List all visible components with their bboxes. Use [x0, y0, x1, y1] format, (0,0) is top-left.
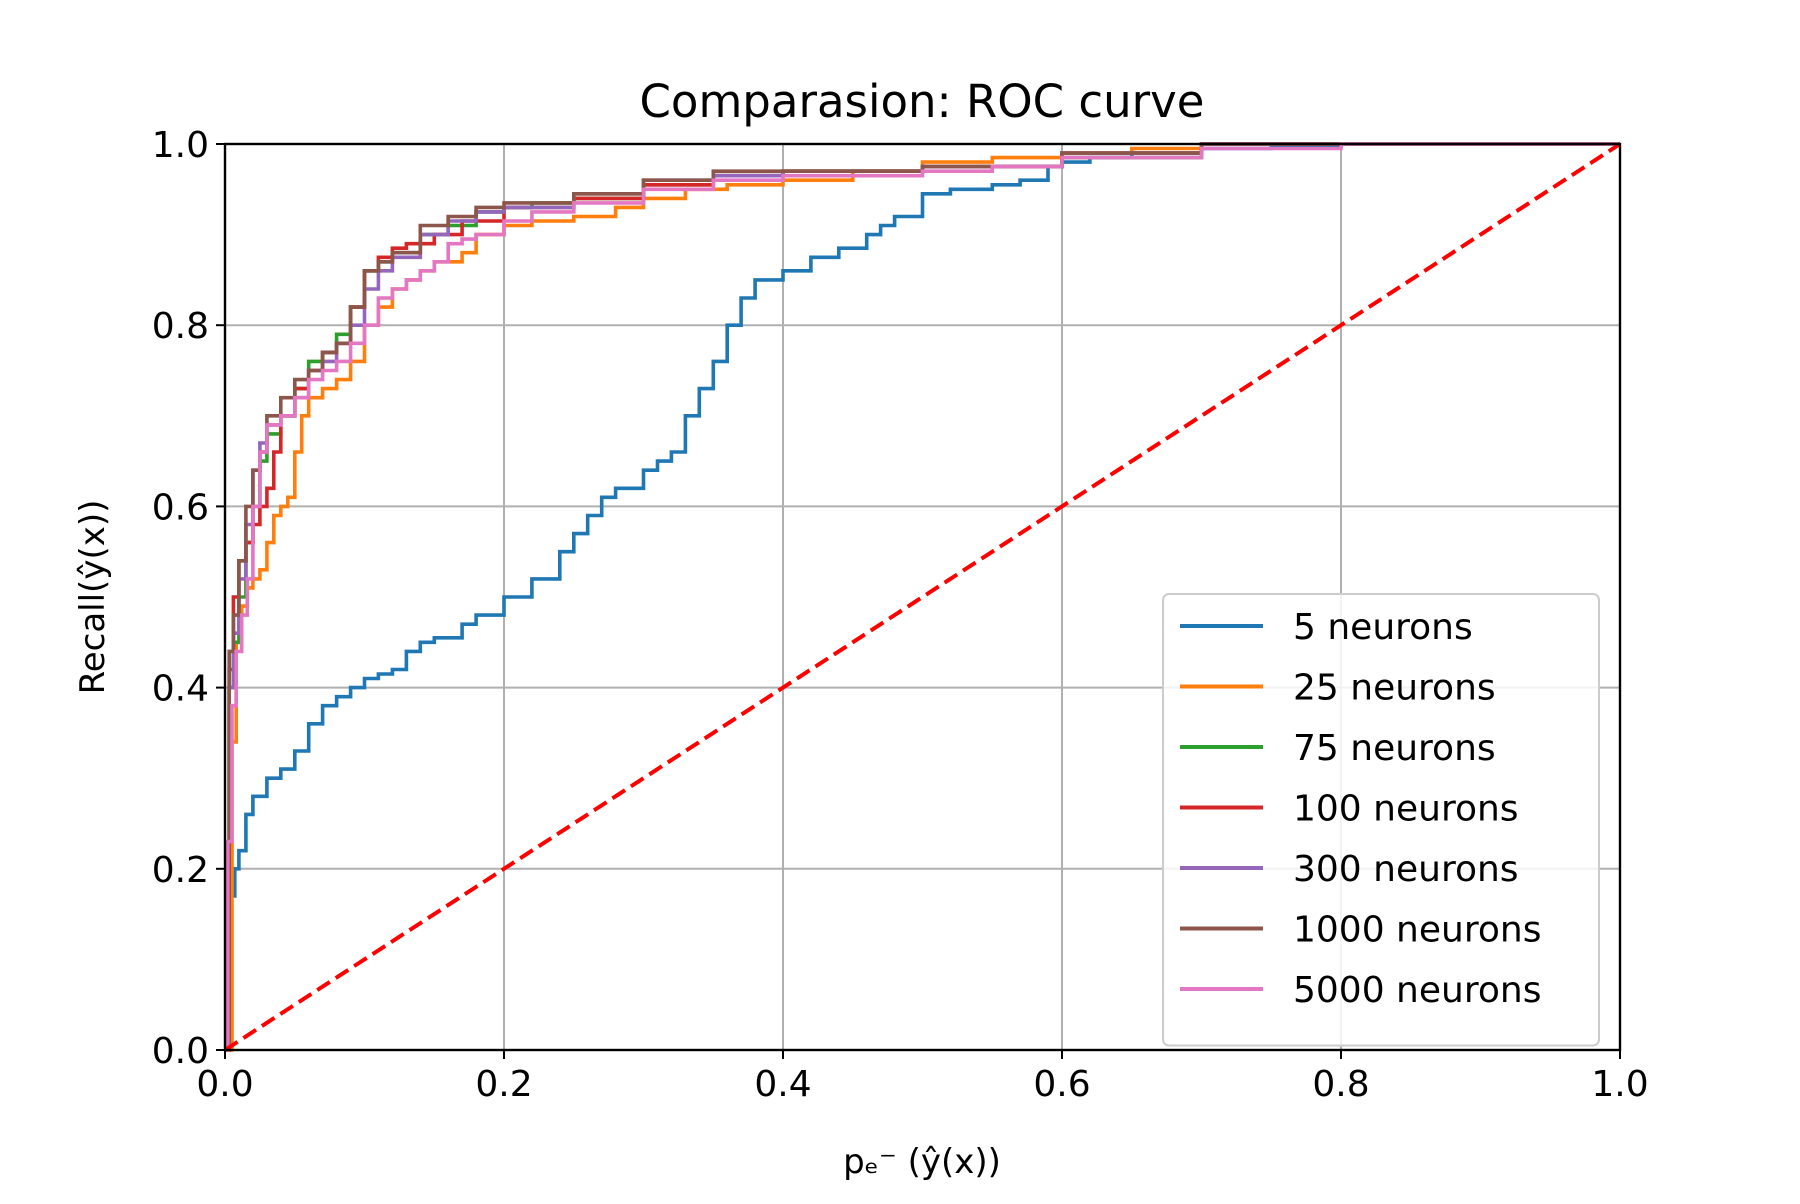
legend-label: 300 neurons — [1293, 849, 1519, 890]
reference-diagonal-line — [223, 142, 1622, 1052]
y-tick-label: 0.6 — [152, 487, 209, 528]
legend-label: 75 neurons — [1293, 728, 1496, 769]
axis-ticks: 0.0 0.2 0.4 0.6 0.8 1.0 0.0 0.2 0.4 0.6 0.8 1.0 — [152, 125, 1649, 1105]
x-tick-label: 0.4 — [754, 1064, 811, 1105]
plot-frame — [223, 142, 1622, 1052]
legend: 5 neurons 25 neurons 75 neurons 100 neurons… — [1162, 593, 1600, 1047]
series-lines — [223, 142, 1622, 1052]
series-line-7 — [225, 142, 1620, 1052]
x-tick-label: 0.0 — [196, 1064, 253, 1105]
x-tick-label: 1.0 — [1591, 1064, 1648, 1105]
y-tick-label: 1.0 — [152, 125, 209, 166]
x-axis-title: pₑ⁻ (ŷ(x)) — [843, 1142, 1001, 1182]
series-line-1 — [225, 142, 1620, 1052]
x-tick-label: 0.2 — [475, 1064, 532, 1105]
x-tick-label: 0.8 — [1312, 1064, 1369, 1105]
y-tick-label: 0.0 — [152, 1031, 209, 1072]
chart-title: Comparasion: ROC curve — [640, 75, 1205, 128]
y-tick-label: 0.2 — [152, 850, 209, 891]
x-tick-label: 0.6 — [1033, 1064, 1090, 1105]
legend-label: 25 neurons — [1293, 668, 1496, 709]
legend-label: 100 neurons — [1293, 789, 1519, 830]
legend-box — [1162, 593, 1600, 1047]
y-axis-title: Recall(ŷ(x)) — [73, 500, 113, 695]
legend-label: 1000 neurons — [1293, 910, 1541, 951]
legend-label: 5 neurons — [1293, 607, 1473, 648]
legend-label: 5000 neurons — [1293, 970, 1541, 1011]
y-tick-label: 0.8 — [152, 306, 209, 347]
y-tick-label: 0.4 — [152, 669, 209, 710]
